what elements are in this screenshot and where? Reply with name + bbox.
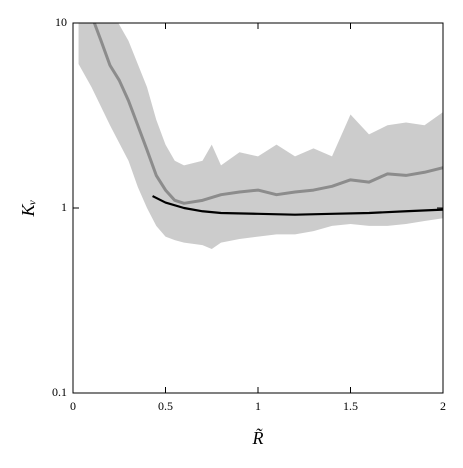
- x-tick-label: 0.5: [158, 399, 173, 413]
- y-tick-label: 0.1: [52, 385, 67, 399]
- x-tick-label: 0: [70, 399, 76, 413]
- x-tick-label: 1: [255, 399, 261, 413]
- y-tick-label: 1: [61, 200, 67, 214]
- x-tick-label: 2: [440, 399, 446, 413]
- line: [152, 195, 443, 216]
- plot-area: [78, 23, 443, 250]
- y-tick-label: 10: [55, 15, 67, 29]
- x-tick-label: 1.5: [343, 399, 358, 413]
- line: [92, 23, 443, 205]
- y-axis-label: Kᵥ: [18, 199, 38, 217]
- x-axis-label: R̃: [252, 428, 264, 448]
